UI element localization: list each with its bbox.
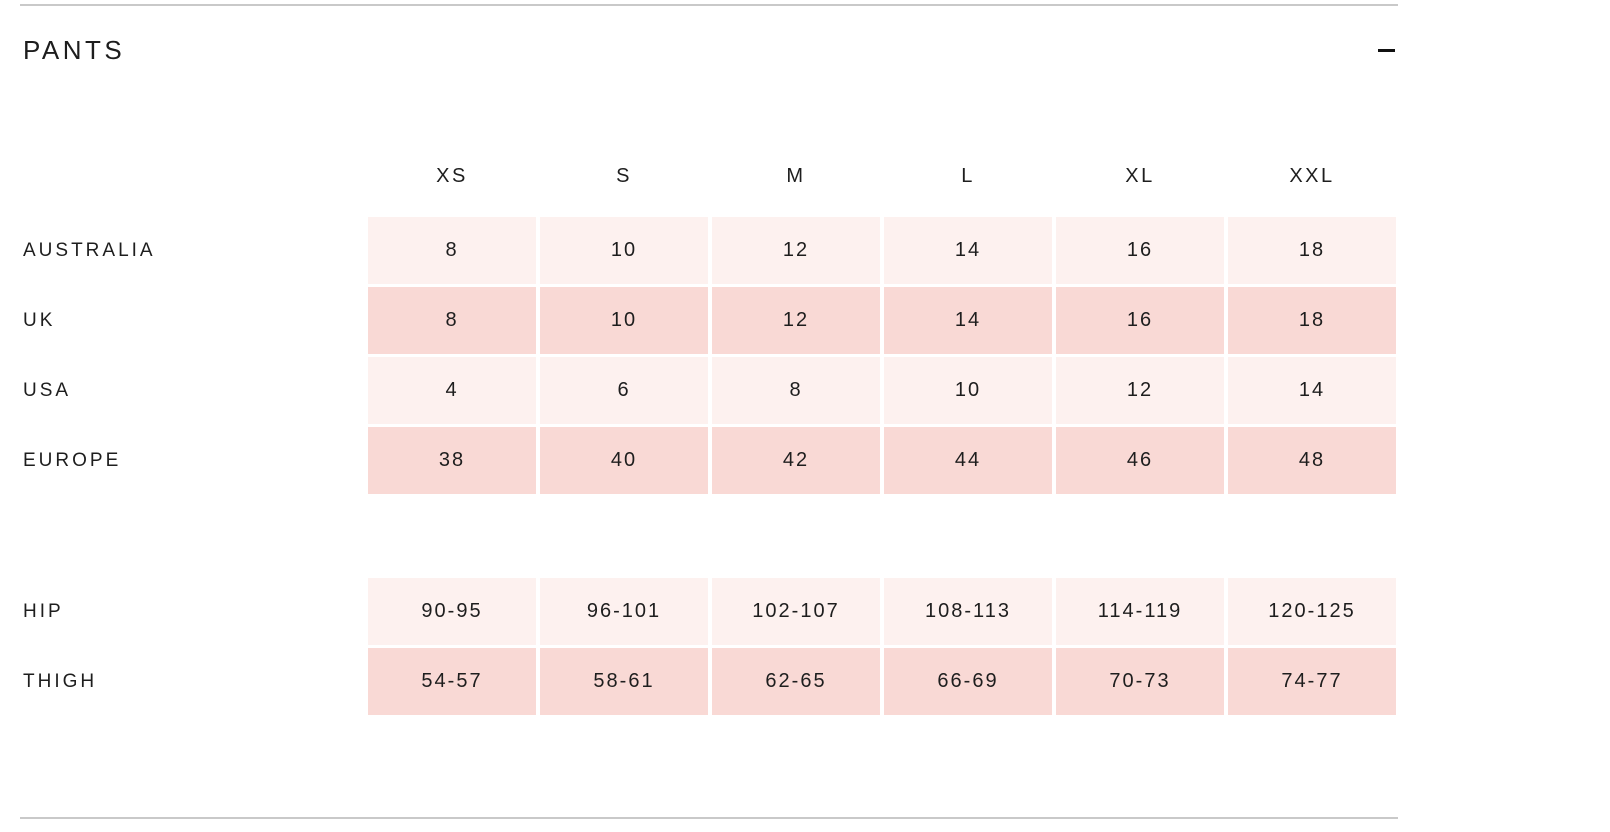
size-cell: 48 — [1228, 427, 1396, 494]
column-header-m: M — [786, 164, 806, 187]
size-cell: 38 — [368, 427, 536, 494]
size-cell: 46 — [1056, 427, 1224, 494]
column-header-xs: XS — [436, 164, 468, 187]
size-cell: 40 — [540, 427, 708, 494]
size-cell: 12 — [1056, 357, 1224, 424]
measurement-cell: 108-113 — [884, 578, 1052, 645]
header-spacer — [23, 163, 364, 189]
measurement-cell: 74-77 — [1228, 648, 1396, 715]
row-label-hip: HIP — [23, 600, 64, 622]
measurement-cell: 54-57 — [368, 648, 536, 715]
column-header-xxl: XXL — [1289, 164, 1335, 187]
measurement-cell: 62-65 — [712, 648, 880, 715]
column-header-l: L — [961, 164, 975, 187]
column-header-xl: XL — [1125, 164, 1155, 187]
body-measurements-table: HIP 90-95 96-101 102-107 108-113 114-119… — [23, 578, 1396, 715]
size-cell: 18 — [1228, 287, 1396, 354]
measurement-cell: 114-119 — [1056, 578, 1224, 645]
size-cell: 12 — [712, 217, 880, 284]
size-cell: 4 — [368, 357, 536, 424]
minus-icon — [1378, 48, 1395, 52]
measurement-cell: 120-125 — [1228, 578, 1396, 645]
collapse-section-button[interactable] — [1378, 42, 1395, 59]
size-cell: 10 — [540, 287, 708, 354]
size-cell: 8 — [368, 217, 536, 284]
row-label-australia: AUSTRALIA — [23, 239, 156, 261]
measurement-cell: 70-73 — [1056, 648, 1224, 715]
size-cell: 8 — [712, 357, 880, 424]
size-cell: 10 — [884, 357, 1052, 424]
size-cell: 44 — [884, 427, 1052, 494]
size-cell: 16 — [1056, 287, 1224, 354]
row-label-europe: EUROPE — [23, 449, 122, 471]
size-conversion-table: AUSTRALIA 8 10 12 14 16 18 UK 8 10 12 14… — [23, 217, 1396, 494]
pants-section-header[interactable]: PANTS — [23, 35, 1395, 65]
size-cell: 14 — [884, 287, 1052, 354]
measurement-cell: 96-101 — [540, 578, 708, 645]
measurement-cell: 58-61 — [540, 648, 708, 715]
section-top-divider — [20, 4, 1398, 6]
measurement-cell: 90-95 — [368, 578, 536, 645]
section-bottom-divider — [20, 817, 1398, 819]
size-cell: 8 — [368, 287, 536, 354]
row-label-uk: UK — [23, 309, 56, 331]
size-cell: 16 — [1056, 217, 1224, 284]
measurement-cell: 102-107 — [712, 578, 880, 645]
size-cell: 14 — [1228, 357, 1396, 424]
size-cell: 6 — [540, 357, 708, 424]
size-cell: 10 — [540, 217, 708, 284]
section-title: PANTS — [23, 35, 126, 65]
row-label-usa: USA — [23, 379, 72, 401]
column-header-s: S — [616, 164, 632, 187]
size-cell: 12 — [712, 287, 880, 354]
size-cell: 18 — [1228, 217, 1396, 284]
size-cell: 14 — [884, 217, 1052, 284]
size-columns-header-row: XS S M L XL XXL — [23, 163, 1396, 189]
row-label-thigh: THIGH — [23, 670, 98, 692]
size-cell: 42 — [712, 427, 880, 494]
measurement-cell: 66-69 — [884, 648, 1052, 715]
